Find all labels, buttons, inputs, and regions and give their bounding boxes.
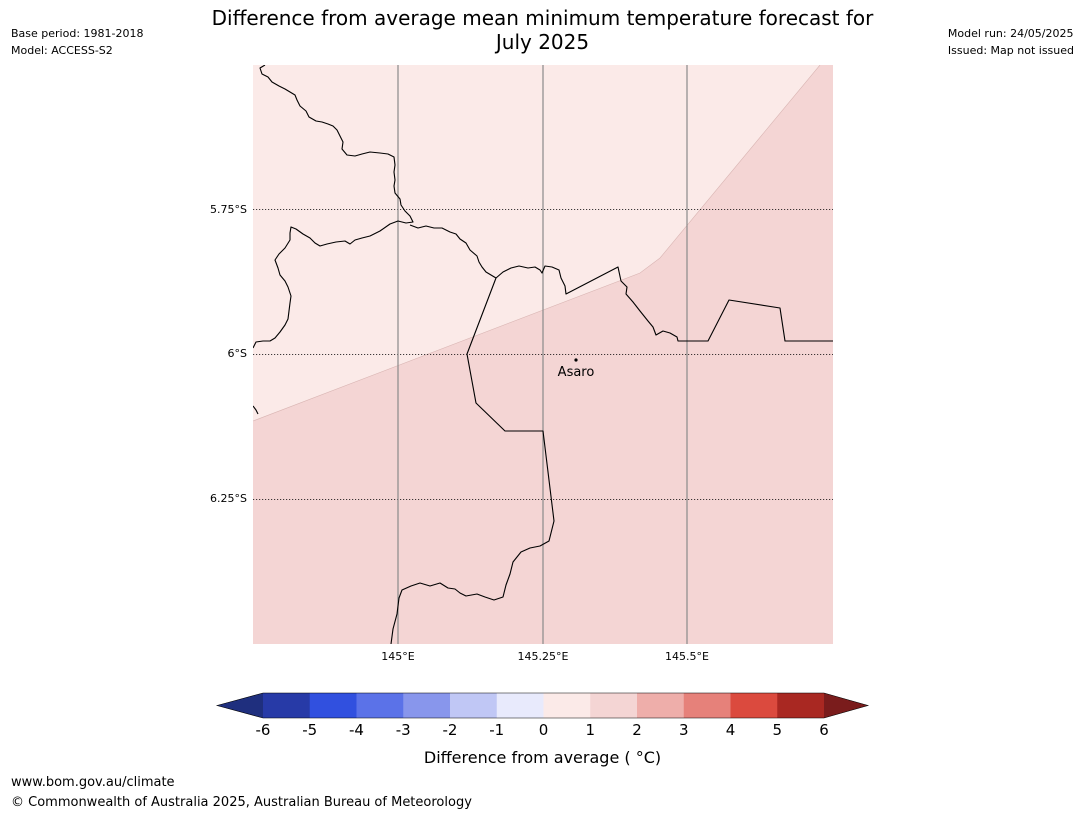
colorbar-segment bbox=[356, 693, 404, 718]
header-meta-left: Base period: 1981-2018 Model: ACCESS-S2 bbox=[11, 25, 143, 59]
colorbar bbox=[215, 692, 870, 719]
lat-label-6-25s: 6.25°S bbox=[210, 492, 247, 505]
model-run-text: Model run: 24/05/2025 bbox=[947, 27, 1074, 40]
footer-copyright: © Commonwealth of Australia 2025, Austra… bbox=[11, 795, 472, 810]
colorbar-tick-label: 6 bbox=[819, 721, 829, 739]
colorbar-tick-label: 5 bbox=[772, 721, 783, 739]
footer-url: www.bom.gov.au/climate bbox=[11, 775, 175, 790]
boundary-north-west bbox=[253, 65, 414, 349]
map-title: Difference from average mean minimum tem… bbox=[150, 6, 935, 54]
lon-label-145e: 145°E bbox=[381, 650, 415, 663]
boundary-north-east bbox=[409, 224, 833, 342]
colorbar-tick-label: 3 bbox=[678, 721, 689, 739]
colorbar-tick-label: -2 bbox=[442, 721, 458, 739]
lon-label-145-5e: 145.5°E bbox=[665, 650, 709, 663]
colorbar-tick-label: 4 bbox=[725, 721, 736, 739]
colorbar-segment bbox=[543, 693, 591, 718]
lat-label-6s: 6°S bbox=[227, 347, 247, 360]
colorbar-segment bbox=[590, 693, 638, 718]
lon-label-145-25e: 145.25°E bbox=[517, 650, 569, 663]
colorbar-extend-over bbox=[824, 693, 868, 718]
province-boundaries bbox=[253, 65, 833, 644]
colorbar-label: Difference from average ( °C) bbox=[423, 748, 662, 767]
map-title-line1: Difference from average mean minimum tem… bbox=[211, 6, 874, 30]
colorbar-segment bbox=[450, 693, 498, 718]
colorbar-extend-under bbox=[217, 693, 263, 718]
region-boundary-line bbox=[253, 65, 821, 422]
map-title-line2: July 2025 bbox=[495, 30, 590, 54]
colorbar-segment bbox=[263, 693, 311, 718]
colorbar-segment bbox=[777, 693, 825, 718]
colorbar-tick-label: 2 bbox=[632, 721, 642, 739]
colorbar-segment bbox=[403, 693, 451, 718]
colorbar-segment bbox=[730, 693, 778, 718]
colorbar-outline bbox=[215, 692, 870, 719]
colorbar-segment bbox=[309, 693, 357, 718]
header-meta-right: Model run: 24/05/2025 Issued: Map not is… bbox=[948, 25, 1074, 59]
colorbar-tick-label: 0 bbox=[538, 721, 549, 739]
place-marker-asaro bbox=[574, 358, 578, 362]
colorbar-segment bbox=[496, 693, 544, 718]
colorbar-tick-label: -4 bbox=[349, 721, 364, 739]
colorbar-tick-label: -1 bbox=[489, 721, 505, 739]
colorbar-tick-label: 1 bbox=[585, 721, 596, 739]
colorbar-tick-label: -5 bbox=[302, 721, 318, 739]
boundary-west-fragment bbox=[253, 405, 259, 415]
model-text: Model: ACCESS-S2 bbox=[11, 44, 113, 57]
colorbar-segment bbox=[637, 693, 685, 718]
colorbar-tick-label: -6 bbox=[255, 721, 271, 739]
boundary-central bbox=[390, 277, 555, 644]
colorbar-tick-label: -3 bbox=[395, 721, 411, 739]
issued-text: Issued: Map not issued bbox=[947, 44, 1074, 57]
map-frame bbox=[253, 65, 833, 644]
place-label-asaro: Asaro bbox=[557, 365, 595, 380]
lat-label-5-75s: 5.75°S bbox=[210, 203, 247, 216]
colorbar-segment bbox=[683, 693, 731, 718]
base-period-text: Base period: 1981-2018 bbox=[11, 27, 144, 40]
